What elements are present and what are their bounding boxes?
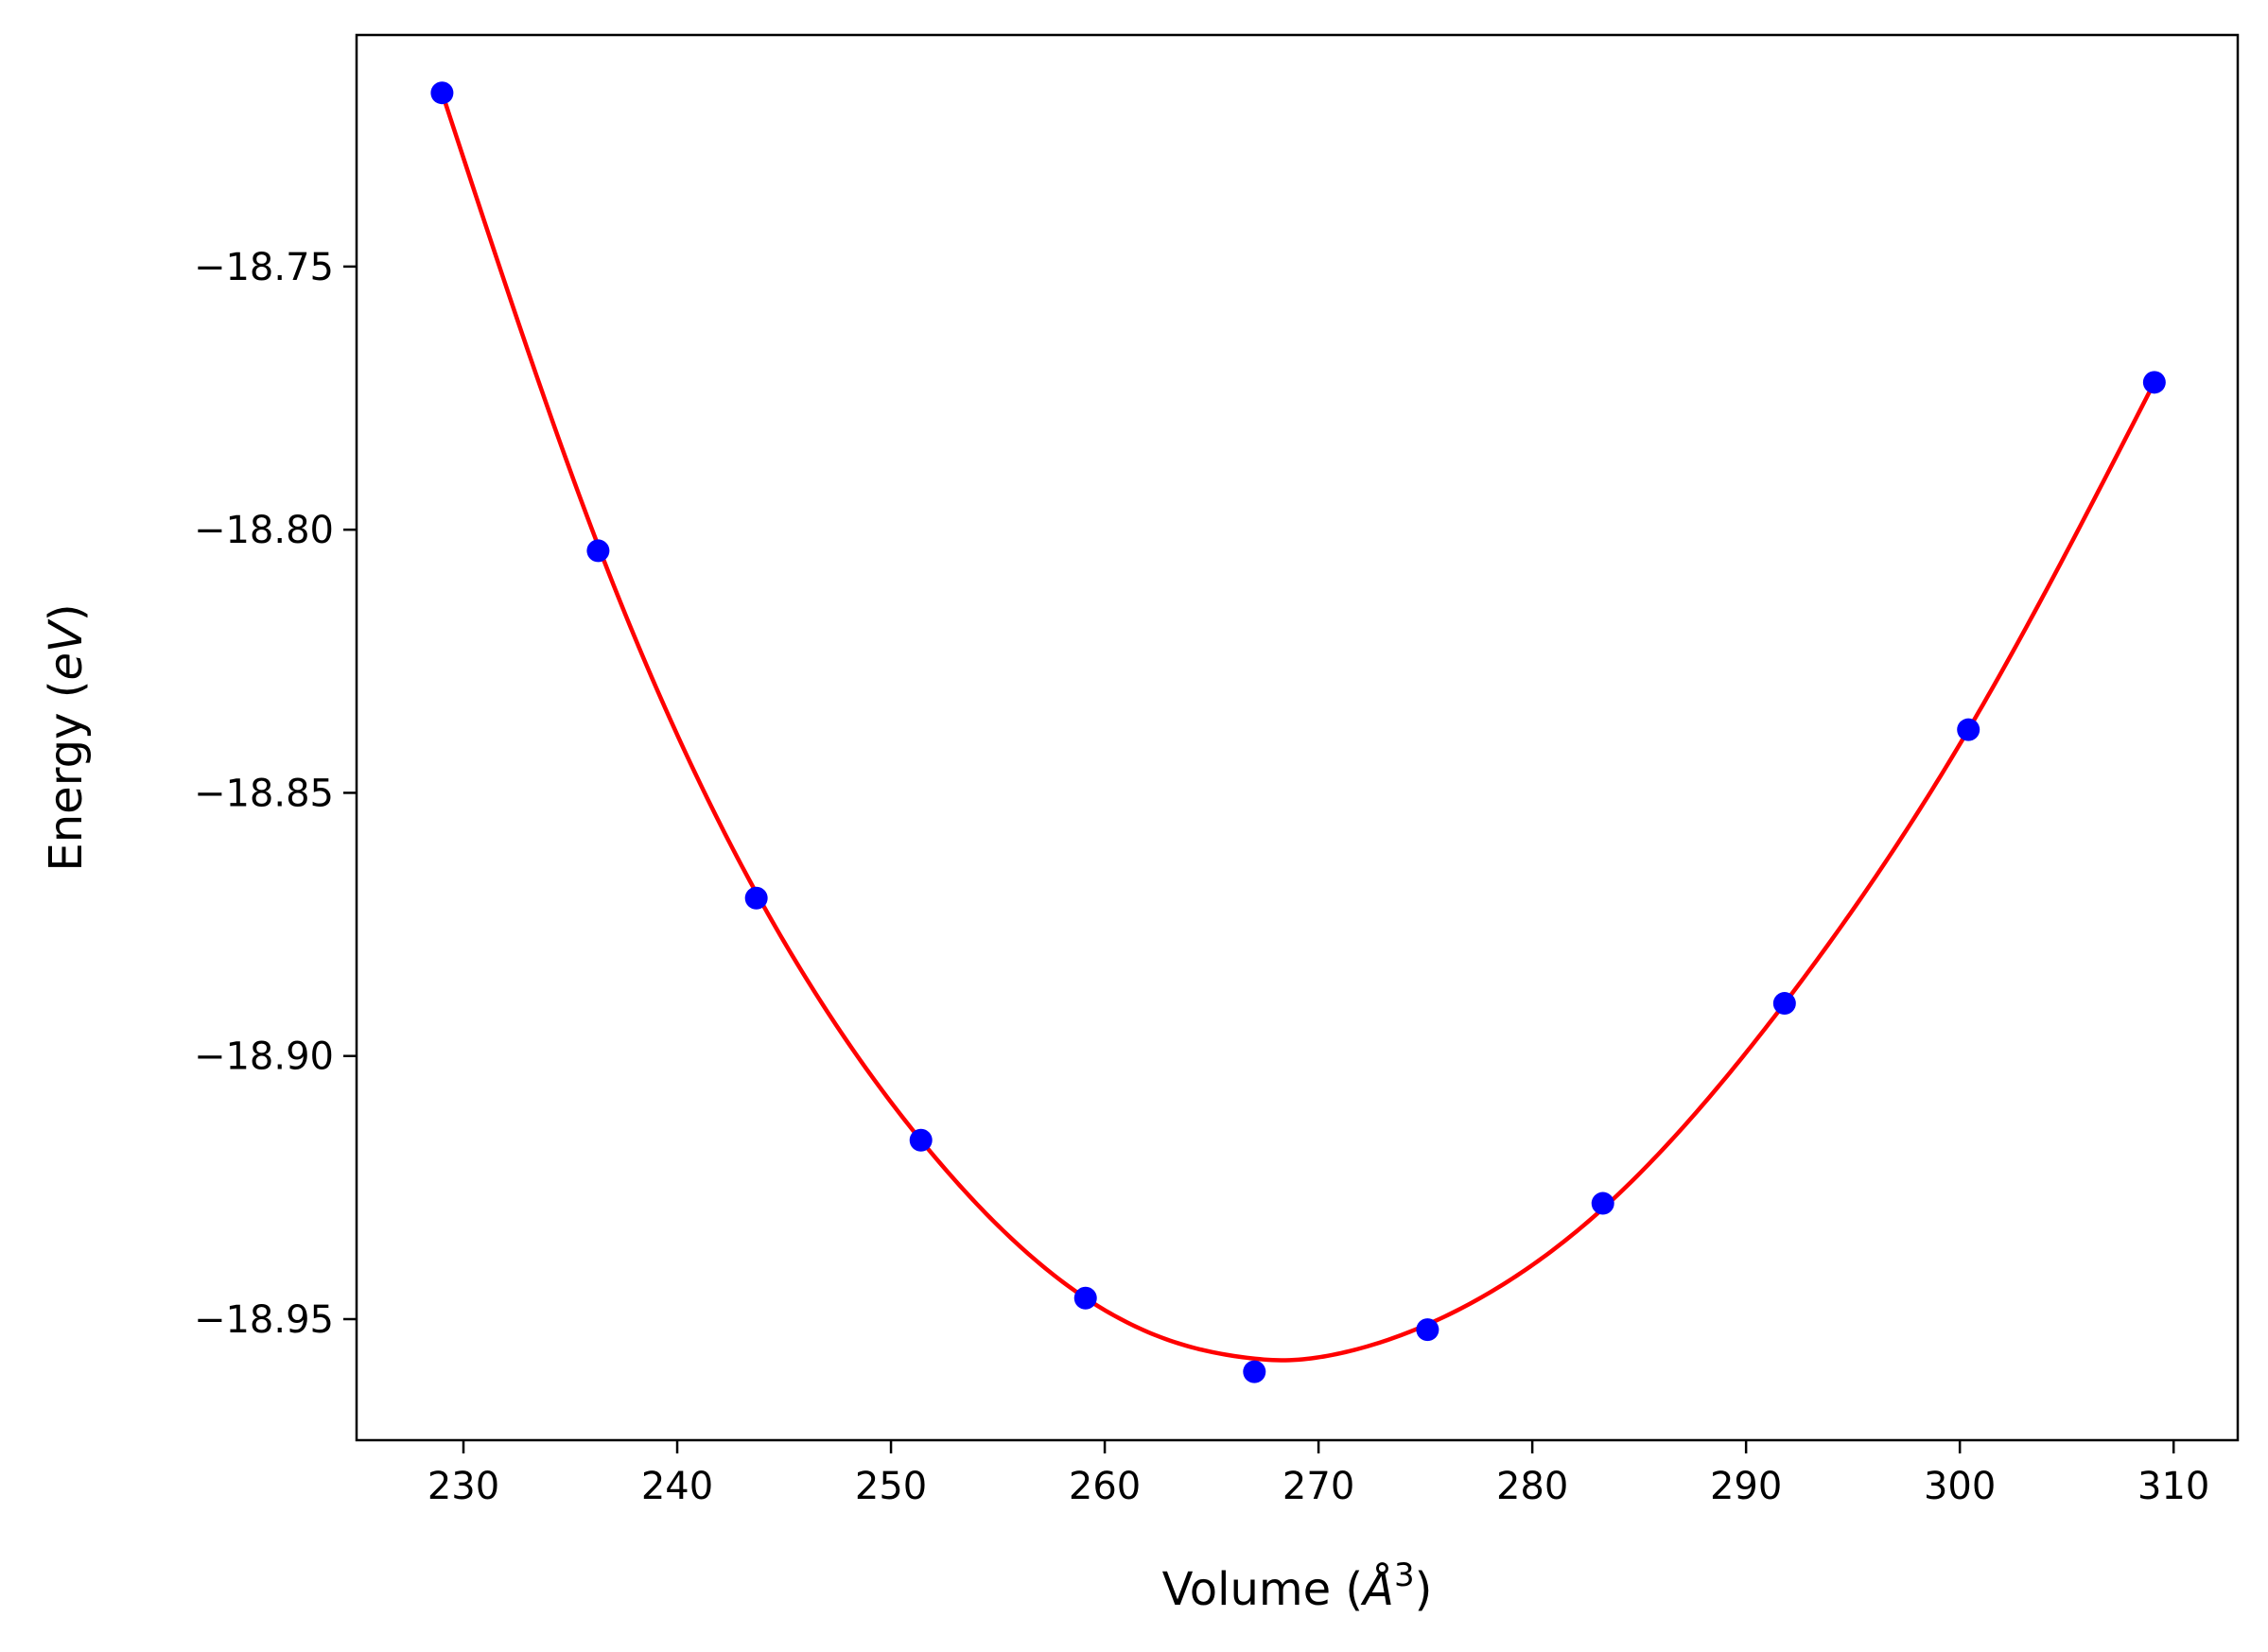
y-axis-label-italic: eV xyxy=(40,618,93,681)
x-tick-label: 250 xyxy=(855,1465,927,1508)
y-axis-ticks: −18.75 −18.80 −18.85 −18.90 −18.95 xyxy=(194,246,357,1342)
x-axis-label: Volume (Å3) xyxy=(1162,1556,1433,1616)
y-tick-label: −18.75 xyxy=(194,246,334,289)
x-tick-label: 230 xyxy=(427,1465,499,1508)
data-points xyxy=(430,81,2166,1383)
y-tick-label: −18.85 xyxy=(194,772,334,815)
x-axis-label-sup: 3 xyxy=(1394,1556,1415,1594)
x-tick-label: 310 xyxy=(2137,1465,2209,1508)
x-tick-label: 270 xyxy=(1282,1465,1354,1508)
y-tick-label: −18.90 xyxy=(194,1035,334,1079)
fit-curve-line xyxy=(440,92,2156,1363)
x-tick-label: 260 xyxy=(1069,1465,1141,1508)
data-point xyxy=(1416,1318,1439,1342)
data-point xyxy=(1772,992,1796,1016)
y-tick-label: −18.80 xyxy=(194,509,334,552)
x-axis-label-post: ) xyxy=(1415,1563,1433,1616)
data-point xyxy=(586,539,610,563)
x-axis-label-symbol: Å xyxy=(1360,1562,1394,1616)
data-point xyxy=(430,81,454,105)
y-axis-label-post: ) xyxy=(40,603,93,621)
data-point xyxy=(1073,1286,1097,1310)
data-point xyxy=(1591,1191,1614,1215)
y-axis-label: Energy (eV) xyxy=(40,603,93,871)
data-point xyxy=(2142,371,2166,394)
data-point xyxy=(909,1128,933,1152)
x-tick-label: 290 xyxy=(1710,1465,1782,1508)
data-point xyxy=(1243,1360,1266,1383)
x-axis-ticks: 230 240 250 260 270 280 290 300 310 xyxy=(427,1440,2209,1508)
x-tick-label: 240 xyxy=(641,1465,713,1508)
y-tick-label: −18.95 xyxy=(194,1298,334,1342)
data-point xyxy=(1957,718,1980,741)
y-axis-label-pre: Energy ( xyxy=(40,681,93,872)
plot-area xyxy=(357,35,2238,1440)
data-point xyxy=(744,886,768,910)
x-axis-label-pre: Volume ( xyxy=(1162,1563,1364,1616)
plot-frame xyxy=(355,33,2240,1442)
x-tick-label: 300 xyxy=(1924,1465,1996,1508)
x-tick-label: 280 xyxy=(1496,1465,1568,1508)
